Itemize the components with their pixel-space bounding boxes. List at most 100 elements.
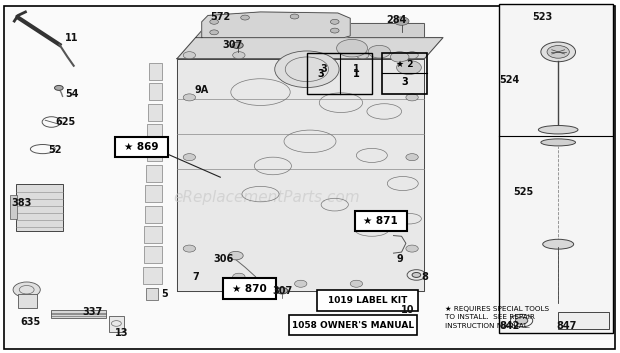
Circle shape [368, 45, 391, 58]
Bar [383, 53, 427, 94]
Polygon shape [177, 59, 425, 291]
Bar [109, 316, 125, 332]
Circle shape [397, 60, 422, 74]
Circle shape [183, 245, 195, 252]
Circle shape [210, 19, 218, 24]
Text: ★ 869: ★ 869 [124, 142, 159, 152]
Bar [146, 185, 162, 202]
Circle shape [232, 42, 243, 48]
Circle shape [391, 52, 409, 62]
Polygon shape [202, 12, 350, 38]
Text: 11: 11 [65, 32, 79, 43]
Bar [498, 4, 613, 333]
Text: 625: 625 [56, 117, 76, 127]
FancyArrowPatch shape [17, 16, 18, 18]
Bar [146, 165, 162, 182]
Text: 3: 3 [321, 64, 327, 74]
Circle shape [275, 51, 339, 88]
Bar [317, 291, 418, 311]
Bar [148, 104, 162, 121]
Text: 842: 842 [499, 321, 520, 331]
Bar [10, 195, 17, 220]
Bar [144, 226, 162, 243]
Text: 8: 8 [421, 272, 428, 282]
Text: eReplacementParts.com: eReplacementParts.com [174, 190, 360, 205]
Bar [149, 83, 162, 100]
Polygon shape [177, 38, 443, 59]
Bar [307, 53, 372, 94]
Text: 525: 525 [513, 187, 534, 197]
Text: 523: 523 [532, 12, 552, 22]
Text: 1058 OWNER'S MANUAL: 1058 OWNER'S MANUAL [292, 321, 414, 330]
Circle shape [406, 245, 419, 252]
Circle shape [13, 282, 40, 298]
Circle shape [210, 30, 218, 35]
Text: 3: 3 [317, 68, 324, 79]
Ellipse shape [542, 239, 574, 249]
Circle shape [541, 42, 575, 62]
Circle shape [350, 280, 363, 287]
Bar [147, 144, 162, 161]
Bar [148, 124, 162, 141]
Bar [145, 206, 162, 222]
Circle shape [232, 273, 245, 280]
Circle shape [232, 52, 245, 59]
Circle shape [412, 273, 421, 277]
Bar [355, 211, 407, 231]
Circle shape [406, 154, 419, 161]
Text: ★ 2: ★ 2 [396, 60, 414, 69]
Bar [18, 294, 37, 309]
Ellipse shape [538, 126, 578, 134]
Bar [16, 184, 63, 231]
Text: 9A: 9A [195, 85, 209, 95]
Text: 1: 1 [353, 64, 360, 74]
Text: ★ REQUIRES SPECIAL TOOLS
TO INSTALL.  SEE REPAIR
INSTRUCTION MANUAL.: ★ REQUIRES SPECIAL TOOLS TO INSTALL. SEE… [445, 306, 549, 329]
Text: 9: 9 [396, 254, 403, 264]
Polygon shape [195, 24, 425, 38]
Text: 10: 10 [401, 305, 415, 315]
Text: 5: 5 [161, 289, 168, 299]
Circle shape [330, 19, 339, 24]
Circle shape [515, 317, 528, 324]
Ellipse shape [541, 139, 575, 146]
Text: 307: 307 [223, 40, 243, 50]
Text: 572: 572 [210, 12, 231, 22]
Circle shape [356, 52, 369, 59]
Text: 7: 7 [192, 272, 199, 282]
Circle shape [228, 251, 243, 260]
Text: 284: 284 [386, 15, 407, 25]
Circle shape [277, 288, 288, 294]
Circle shape [406, 52, 419, 59]
Text: 337: 337 [82, 307, 102, 317]
Bar [51, 310, 106, 318]
Circle shape [183, 94, 195, 101]
Bar [149, 63, 162, 80]
Bar [146, 288, 159, 300]
Text: 52: 52 [48, 145, 62, 155]
Text: 306: 306 [213, 254, 234, 264]
Circle shape [183, 154, 195, 161]
Bar [223, 279, 276, 299]
Circle shape [290, 14, 299, 19]
Bar [558, 312, 609, 329]
Bar [289, 315, 417, 335]
Text: 13: 13 [115, 328, 128, 338]
Text: 3: 3 [401, 77, 408, 87]
Text: 635: 635 [20, 317, 40, 328]
Text: 54: 54 [65, 89, 79, 99]
Bar [144, 246, 162, 263]
Text: ★ 870: ★ 870 [232, 284, 267, 294]
Circle shape [55, 85, 63, 90]
Text: 307: 307 [272, 286, 292, 296]
Bar [143, 267, 162, 284]
Text: 1: 1 [353, 68, 360, 79]
Text: ★ 871: ★ 871 [363, 216, 398, 226]
Circle shape [406, 94, 419, 101]
Circle shape [394, 17, 409, 25]
Text: 524: 524 [499, 75, 520, 85]
Circle shape [241, 15, 249, 20]
Circle shape [337, 40, 368, 57]
Circle shape [330, 28, 339, 33]
Bar [115, 137, 168, 157]
Circle shape [547, 46, 569, 58]
